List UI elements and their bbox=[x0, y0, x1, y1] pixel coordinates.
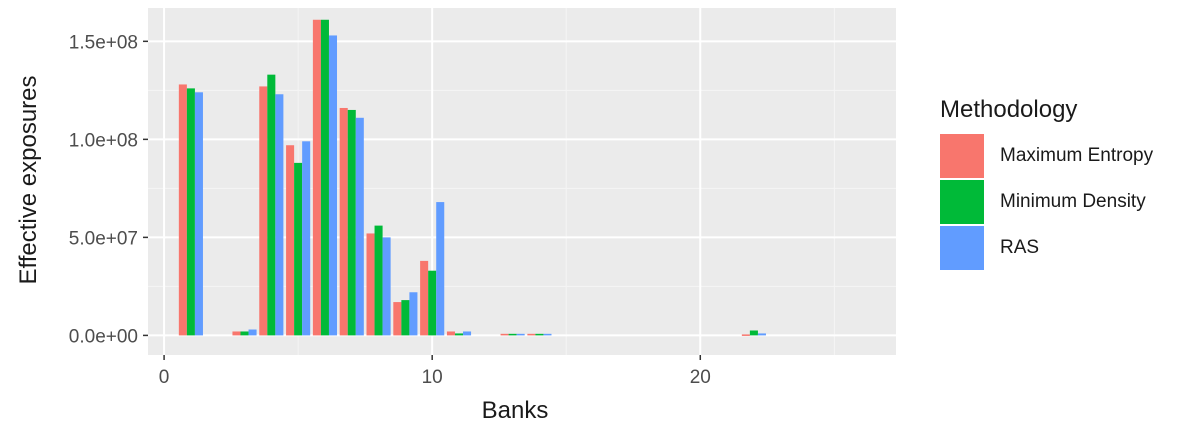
legend: Methodology Maximum Entropy Minimum Densi… bbox=[940, 96, 1153, 272]
bar bbox=[409, 292, 418, 336]
bar bbox=[366, 233, 375, 336]
axes: 0 10 20 0.0e+00 5.0e+07 1.0e+08 1.5e+08 bbox=[69, 32, 711, 388]
y-tick-label: 1.0e+08 bbox=[69, 130, 138, 151]
bar bbox=[194, 92, 203, 336]
legend-item: Minimum Density bbox=[940, 180, 1153, 224]
y-axis-label: Effective exposures bbox=[15, 75, 42, 284]
bar bbox=[749, 330, 758, 336]
bar bbox=[454, 333, 464, 336]
bar bbox=[339, 107, 348, 336]
bar bbox=[294, 162, 303, 336]
x-tick-label: 20 bbox=[690, 367, 711, 388]
y-tick-label: 0.0e+00 bbox=[69, 326, 138, 347]
bar bbox=[393, 302, 402, 336]
bar bbox=[240, 331, 249, 336]
bar bbox=[178, 84, 187, 336]
legend-items: Maximum Entropy Minimum Density RAS bbox=[940, 134, 1153, 270]
bar bbox=[436, 202, 445, 336]
bar bbox=[347, 109, 356, 336]
bar bbox=[446, 331, 455, 336]
bar bbox=[186, 88, 195, 336]
bar bbox=[420, 260, 429, 336]
bar bbox=[312, 19, 321, 336]
bar bbox=[401, 300, 410, 336]
bar bbox=[355, 117, 364, 336]
y-tick-label: 1.5e+08 bbox=[69, 32, 138, 53]
bar bbox=[286, 145, 295, 336]
bar bbox=[382, 237, 391, 336]
bar bbox=[259, 86, 268, 336]
legend-title: Methodology bbox=[940, 96, 1078, 123]
bar bbox=[232, 331, 241, 336]
x-tick-label: 0 bbox=[159, 367, 170, 388]
bar bbox=[248, 329, 257, 336]
bar bbox=[428, 270, 437, 336]
legend-item: RAS bbox=[940, 226, 1153, 270]
bar bbox=[500, 333, 509, 336]
legend-swatch bbox=[940, 226, 984, 270]
bar bbox=[320, 19, 329, 336]
bar bbox=[267, 74, 276, 336]
legend-swatch bbox=[940, 180, 984, 224]
bar bbox=[463, 331, 472, 336]
x-tick-label: 10 bbox=[422, 367, 443, 388]
legend-label: Minimum Density bbox=[1000, 191, 1146, 212]
x-axis-label: Banks bbox=[482, 397, 549, 424]
bar bbox=[374, 225, 383, 336]
bars bbox=[178, 19, 766, 336]
bar bbox=[543, 333, 552, 336]
bar bbox=[275, 94, 284, 336]
bar bbox=[328, 35, 338, 336]
legend-label: Maximum Entropy bbox=[1000, 145, 1154, 166]
legend-item: Maximum Entropy bbox=[940, 134, 1153, 178]
bar bbox=[757, 333, 766, 336]
legend-swatch bbox=[940, 134, 984, 178]
legend-label: RAS bbox=[1000, 237, 1040, 258]
bar bbox=[302, 141, 311, 336]
bar bbox=[508, 333, 517, 336]
y-tick-label: 5.0e+07 bbox=[69, 228, 138, 249]
bar bbox=[535, 333, 544, 336]
bar bbox=[516, 333, 525, 336]
bar bbox=[527, 333, 536, 336]
bar bbox=[741, 334, 750, 336]
